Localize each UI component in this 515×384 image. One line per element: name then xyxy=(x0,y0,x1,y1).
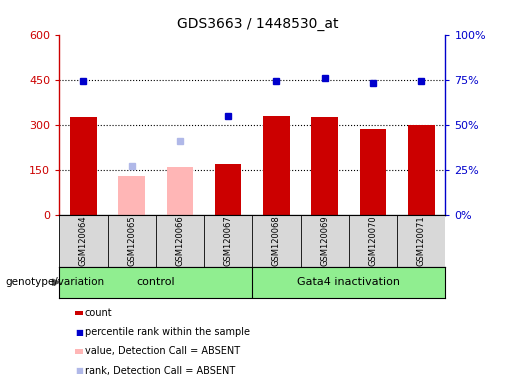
Bar xyxy=(118,176,145,215)
Text: GSM120070: GSM120070 xyxy=(369,216,377,266)
Text: GSM120064: GSM120064 xyxy=(79,216,88,266)
Polygon shape xyxy=(53,279,60,285)
Bar xyxy=(70,117,97,215)
Text: percentile rank within the sample: percentile rank within the sample xyxy=(84,327,250,337)
Bar xyxy=(312,117,338,215)
Text: GSM120065: GSM120065 xyxy=(127,216,136,266)
Bar xyxy=(263,116,290,215)
Text: value, Detection Call = ABSENT: value, Detection Call = ABSENT xyxy=(84,346,239,356)
Text: GSM120068: GSM120068 xyxy=(272,215,281,266)
Bar xyxy=(360,129,386,215)
Text: ■: ■ xyxy=(75,328,82,337)
Text: control: control xyxy=(136,277,175,287)
Bar xyxy=(215,164,242,215)
Text: GDS3663 / 1448530_at: GDS3663 / 1448530_at xyxy=(177,17,338,31)
Text: ■: ■ xyxy=(75,366,82,375)
Bar xyxy=(408,125,435,215)
Text: Gata4 inactivation: Gata4 inactivation xyxy=(298,277,401,287)
Text: genotype/variation: genotype/variation xyxy=(5,277,104,287)
Text: GSM120066: GSM120066 xyxy=(176,215,184,266)
Text: rank, Detection Call = ABSENT: rank, Detection Call = ABSENT xyxy=(84,366,235,376)
Text: count: count xyxy=(84,308,112,318)
Text: GSM120067: GSM120067 xyxy=(224,215,233,266)
Text: GSM120069: GSM120069 xyxy=(320,216,329,266)
Bar xyxy=(167,167,193,215)
Text: GSM120071: GSM120071 xyxy=(417,216,426,266)
